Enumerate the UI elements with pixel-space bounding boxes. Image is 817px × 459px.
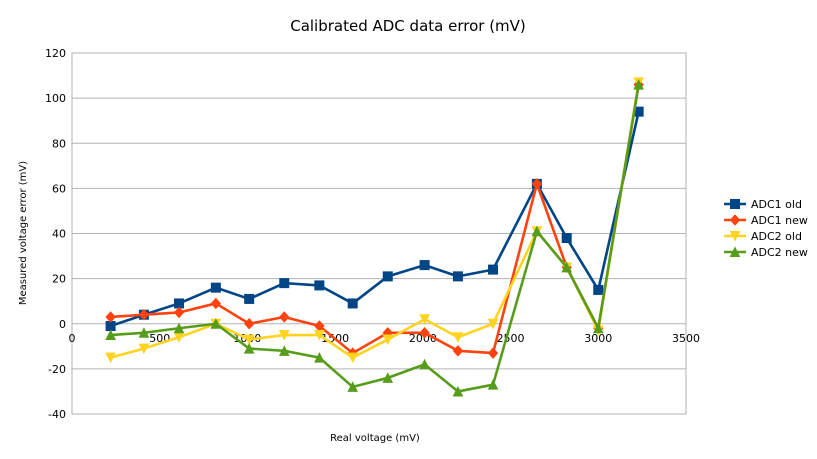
data-point (452, 385, 464, 397)
legend-marker (730, 199, 740, 209)
data-point (347, 352, 358, 364)
data-point (452, 332, 464, 343)
legend-label: ADC1 new (751, 214, 808, 227)
data-point (487, 347, 499, 359)
data-point (487, 379, 499, 390)
series-line (110, 84, 640, 355)
data-point (105, 352, 116, 364)
legend-label: ADC2 new (751, 246, 808, 259)
y-tick-label: 60 (52, 182, 66, 195)
x-tick-label: 3500 (672, 332, 700, 345)
data-point (452, 271, 463, 282)
data-point (419, 314, 430, 325)
series-adc2-new (105, 78, 644, 397)
legend-label: ADC1 old (751, 198, 802, 211)
data-point (210, 297, 222, 310)
data-point (531, 225, 543, 237)
x-tick-label: 0 (69, 332, 76, 345)
series-line (110, 84, 640, 393)
data-point (138, 343, 150, 355)
chart-title: Calibrated ADC data error (mV) (290, 17, 526, 35)
data-point (419, 260, 430, 271)
plot-area (71, 52, 687, 415)
x-axis-title: Real voltage (mV) (330, 433, 420, 444)
data-point (138, 308, 150, 321)
y-tick-label: 80 (52, 137, 66, 150)
legend-marker (729, 214, 741, 226)
y-tick-label: 40 (52, 228, 66, 241)
data-point (244, 318, 255, 330)
y-tick-label: 20 (52, 273, 66, 286)
legend: ADC1 old ADC1 new ADC2 old ADC2 new (724, 198, 808, 259)
y-axis-ticks: -40 -20 0 20 40 60 80 100 120 (45, 47, 66, 421)
data-point (105, 329, 116, 341)
grid (72, 52, 686, 415)
series-line (110, 111, 640, 328)
series-adc2-old (105, 77, 644, 364)
data-point (210, 318, 222, 329)
data-point (452, 345, 464, 357)
data-point (244, 293, 255, 304)
data-point (105, 311, 116, 323)
data-point (173, 322, 185, 334)
data-point (593, 284, 604, 295)
data-point (561, 261, 573, 273)
data-point (382, 334, 394, 346)
data-point (633, 78, 644, 90)
data-point (243, 334, 255, 346)
data-point (278, 345, 290, 356)
data-point (105, 321, 116, 332)
data-point (347, 381, 358, 392)
series-adc1-new (105, 78, 644, 359)
data-point (382, 271, 393, 282)
series-adc1-old (105, 106, 644, 332)
data-point (279, 311, 290, 323)
data-point (419, 327, 430, 339)
data-point (278, 330, 290, 341)
data-point (382, 372, 394, 383)
legend-item: ADC1 old (724, 198, 802, 211)
x-tick-label: 2500 (497, 332, 525, 345)
x-tick-label: 3000 (584, 332, 612, 345)
data-point (243, 342, 255, 354)
data-point (531, 178, 543, 190)
legend-marker (729, 231, 741, 242)
legend-marker (729, 246, 741, 257)
data-point (488, 264, 499, 275)
legend-label: ADC2 old (751, 230, 802, 243)
data-point (347, 298, 358, 309)
data-point (173, 306, 185, 319)
data-point (314, 330, 325, 341)
data-point (419, 358, 430, 370)
data-point (487, 318, 499, 330)
y-tick-label: -20 (48, 363, 66, 376)
data-point (561, 233, 572, 244)
data-point (592, 322, 604, 334)
series-group (105, 77, 644, 397)
y-tick-label: 120 (45, 47, 66, 60)
series-line (110, 82, 640, 359)
data-point (210, 282, 221, 293)
legend-item: ADC2 new (724, 246, 808, 259)
data-point (314, 351, 325, 363)
y-tick-label: -40 (48, 408, 66, 421)
data-point (174, 298, 185, 309)
data-point (279, 278, 290, 289)
legend-item: ADC2 old (724, 230, 802, 243)
y-tick-label: 0 (59, 318, 66, 331)
legend-item: ADC1 new (724, 214, 808, 227)
data-point (314, 280, 325, 291)
data-point (138, 327, 150, 338)
y-tick-label: 100 (45, 92, 66, 105)
y-axis-title: Measured voltage error (mV) (18, 161, 29, 305)
